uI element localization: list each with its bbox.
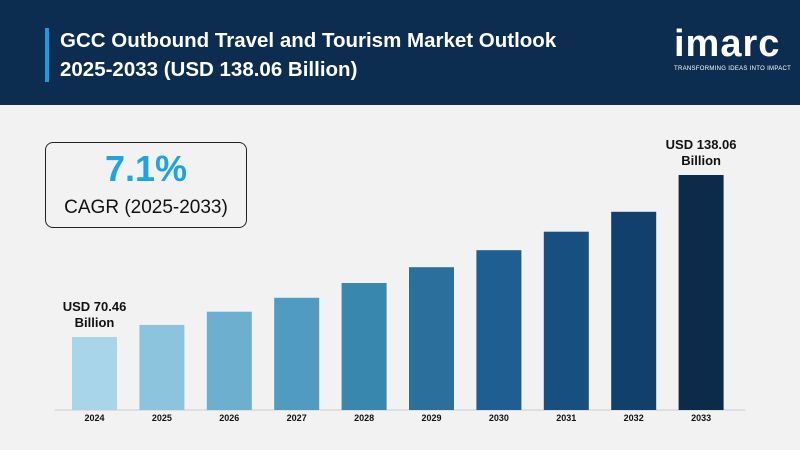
title-line-2: 2025-2033 (USD 138.06 Billion) — [60, 58, 358, 81]
logo-tagline: TRANSFORMING IDEAS INTO IMPACT — [674, 66, 792, 72]
bar-2032 — [611, 211, 657, 410]
bar-2026 — [206, 311, 252, 410]
x-tick-2029: 2029 — [421, 413, 441, 423]
header-banner: GCC Outbound Travel and Tourism Market O… — [0, 0, 800, 105]
bar-2024 — [72, 337, 117, 410]
bar-2031 — [543, 231, 589, 410]
x-tick-2033: 2033 — [691, 413, 711, 423]
x-tick-2027: 2027 — [287, 413, 307, 423]
bars-group — [72, 175, 724, 410]
title-line-1: GCC Outbound Travel and Tourism Market O… — [60, 29, 557, 52]
x-tick-2025: 2025 — [152, 413, 172, 423]
x-tick-2031: 2031 — [556, 413, 576, 423]
cagr-callout: 7.1% CAGR (2025-2033) — [45, 142, 247, 228]
annotation-2024-unit: Billion — [75, 315, 115, 330]
cagr-label: CAGR (2025-2033) — [64, 197, 228, 218]
imarc-logo: imarc TRANSFORMING IDEAS INTO IMPACT — [672, 22, 791, 82]
annotation-2024-value: USD 70.46 — [63, 299, 127, 314]
x-tick-2026: 2026 — [219, 413, 239, 423]
annotation-2033-value: USD 138.06 — [666, 137, 737, 152]
bar-2027 — [274, 297, 320, 410]
annotation-2033-unit: Billion — [681, 153, 721, 168]
logo-wordmark: imarc — [674, 23, 781, 65]
x-tick-2030: 2030 — [489, 413, 509, 423]
title-accent-bar — [45, 28, 49, 82]
page-title: GCC Outbound Travel and Tourism Market O… — [60, 26, 620, 84]
x-tick-2024: 2024 — [84, 413, 104, 423]
x-tick-2032: 2032 — [624, 413, 644, 423]
bar-2028 — [341, 283, 387, 410]
bar-2030 — [476, 250, 522, 410]
bar-2029 — [409, 267, 454, 410]
bar-2033 — [678, 175, 724, 410]
x-tick-2028: 2028 — [354, 413, 374, 423]
cagr-value: 7.1% — [104, 148, 188, 189]
bar-2025 — [139, 324, 185, 410]
x-tick-labels: 2024 2025 2026 2027 2028 2029 2030 2031 2032 2033 — [84, 413, 711, 423]
